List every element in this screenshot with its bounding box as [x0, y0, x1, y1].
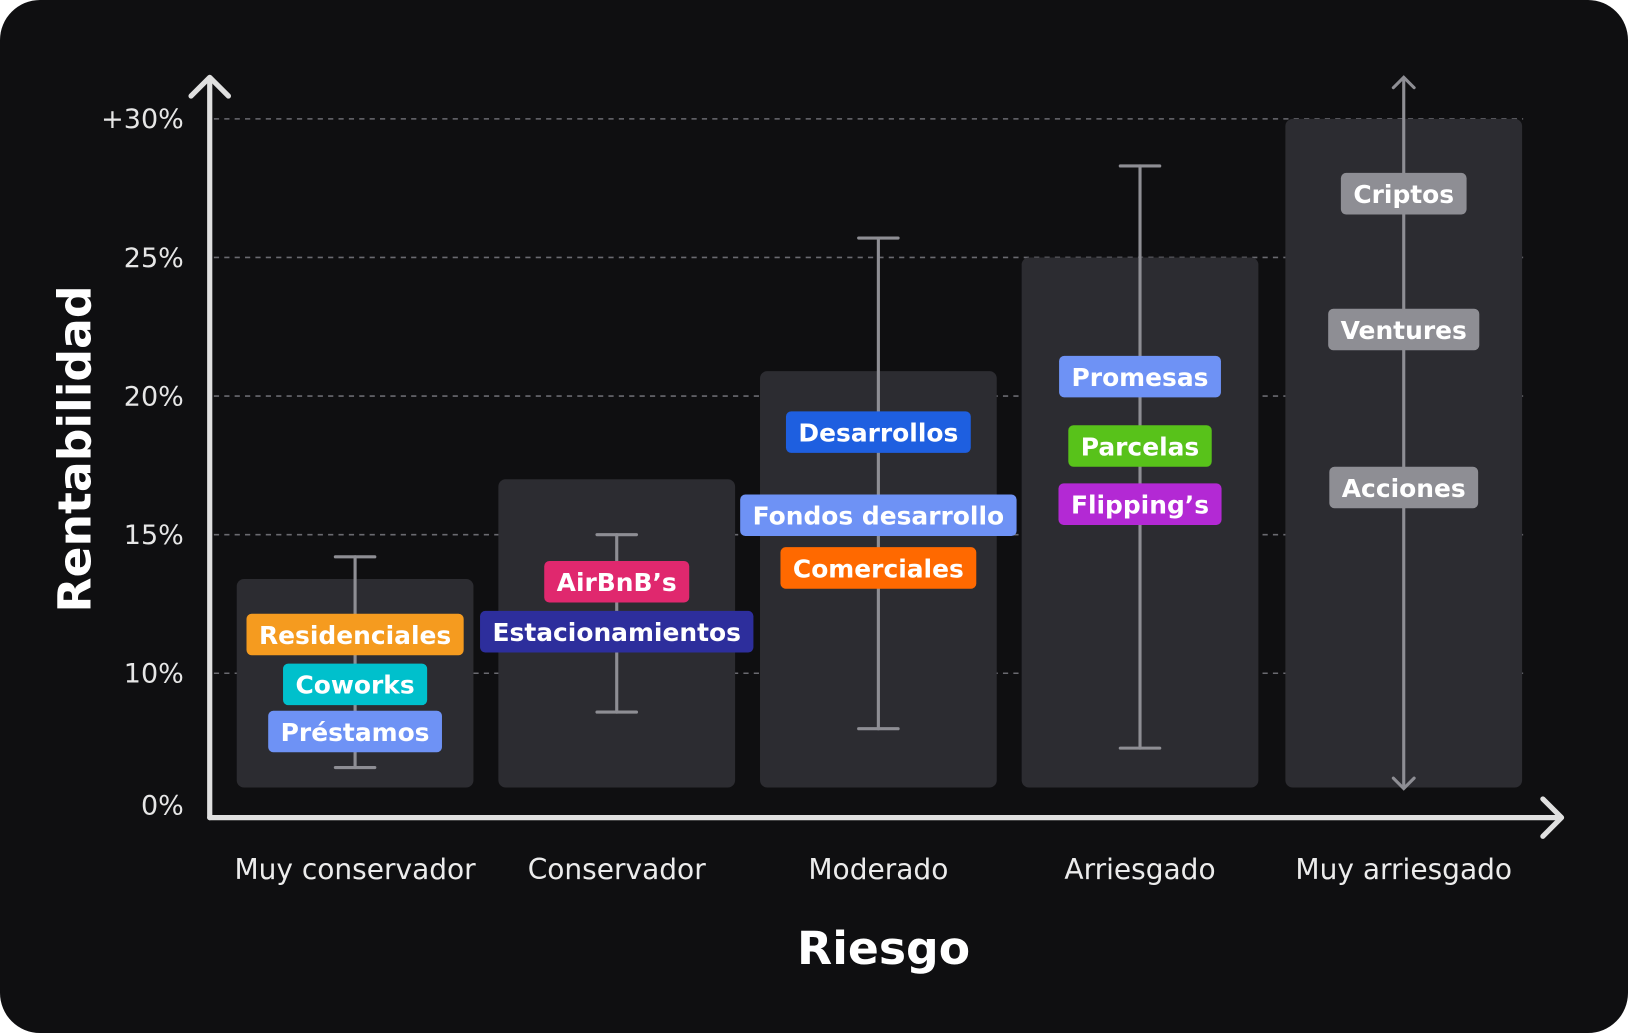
- x-tick-label: Moderado: [808, 853, 948, 886]
- x-tick-label: Muy arriesgado: [1295, 853, 1512, 886]
- x-axis-title: Riesgo: [797, 922, 970, 975]
- annotation-tag: Estacionamientos: [480, 610, 754, 653]
- annotation-tag: Flipping’s: [1058, 483, 1222, 525]
- y-tick-label: 10%: [124, 659, 184, 690]
- y-tick-label: 25%: [124, 243, 184, 274]
- annotation-tag-background: [246, 613, 464, 656]
- annotation-tag-background: [268, 710, 442, 753]
- annotation-tag-background: [1329, 466, 1479, 509]
- x-tick-label: Muy conservador: [234, 853, 476, 886]
- arrow-up-icon: [1391, 75, 1416, 90]
- annotation-label: Acciones: [1342, 474, 1466, 503]
- annotation-tag: AirBnB’s: [544, 561, 690, 603]
- annotation-tag: Criptos: [1340, 172, 1467, 215]
- annotation-tag-background: [780, 547, 977, 589]
- arrow-down-icon: [1391, 776, 1416, 791]
- axes: [188, 74, 1565, 839]
- annotation-tag: Acciones: [1329, 466, 1479, 509]
- annotation-label: Préstamos: [281, 718, 430, 747]
- annotation-tag: Ventures: [1328, 308, 1480, 351]
- x-tick-labels: Muy conservador Conservador Moderado Arries…: [234, 853, 1512, 886]
- y-tick-label: +30%: [101, 104, 184, 135]
- annotation-tag: Parcelas: [1068, 425, 1212, 467]
- annotation-tag: Fondos desarrollo: [740, 494, 1017, 537]
- annotation-tag: Residenciales: [246, 613, 464, 656]
- y-tick-label: 0%: [141, 790, 184, 821]
- annotation-label: Comerciales: [793, 554, 964, 583]
- annotation-tag: Coworks: [283, 663, 428, 706]
- annotation-label: Criptos: [1353, 180, 1454, 209]
- annotation-tag: Comerciales: [780, 547, 977, 589]
- annotation-tag-background: [283, 663, 428, 706]
- x-axis-arrow-icon: [1540, 796, 1565, 839]
- x-tick-label: Conservador: [528, 853, 706, 886]
- y-tick-label: 15%: [124, 520, 184, 551]
- annotation-tag: Promesas: [1059, 355, 1221, 398]
- annotation-tag-background: [544, 561, 690, 603]
- y-tick-labels: +30% 25% 20% 15% 10% 0%: [101, 104, 184, 821]
- annotation-tag-background: [1340, 172, 1467, 215]
- annotation-tag-background: [785, 411, 971, 453]
- annotation-label: Promesas: [1072, 363, 1209, 392]
- annotation-label: Parcelas: [1081, 432, 1200, 461]
- annotation-tag-background: [1058, 483, 1222, 525]
- annotation-tag-background: [1068, 425, 1212, 467]
- annotation-label: Flipping’s: [1071, 491, 1209, 520]
- annotation-tag-background: [1328, 308, 1480, 351]
- annotation-tag: Desarrollos: [785, 411, 971, 453]
- annotation-label: Estacionamientos: [492, 618, 740, 647]
- x-tick-label: Arriesgado: [1064, 853, 1215, 886]
- annotation-label: Residenciales: [259, 621, 451, 650]
- annotation-tag-background: [480, 610, 754, 653]
- annotation-label: AirBnB’s: [557, 568, 677, 597]
- annotation-tag: Préstamos: [268, 710, 442, 753]
- annotation-label: Desarrollos: [798, 418, 958, 447]
- annotation-label: Fondos desarrollo: [753, 502, 1005, 531]
- annotation-label: Ventures: [1341, 316, 1467, 345]
- annotation-tag-background: [1059, 355, 1221, 398]
- y-axis-title: Rentabilidad: [48, 285, 101, 612]
- annotation-tags: Residenciales Coworks Préstamos AirBnB’s Est…: [246, 172, 1480, 753]
- y-axis-arrow-icon: [188, 74, 232, 99]
- annotation-label: Coworks: [295, 671, 414, 700]
- annotation-tag-background: [740, 494, 1017, 537]
- y-tick-label: 20%: [124, 381, 184, 412]
